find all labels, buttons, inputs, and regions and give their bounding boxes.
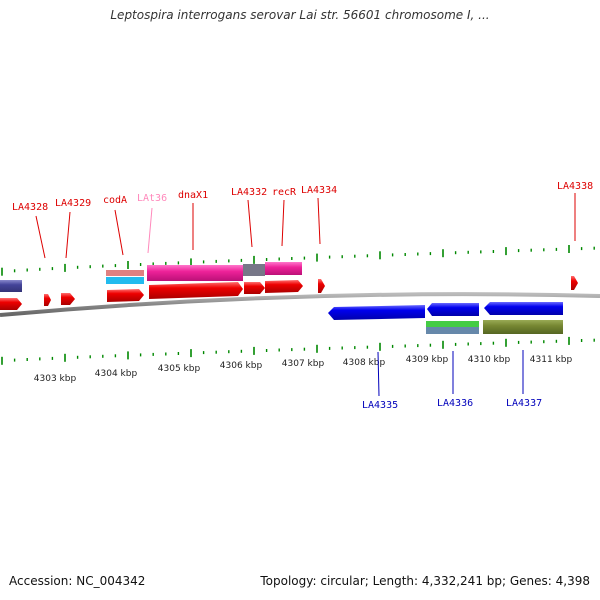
domain-bar-cyan xyxy=(106,277,144,284)
gene-arrow-red[interactable] xyxy=(318,279,325,293)
gene-label-LA4338[interactable]: LA4338 xyxy=(557,181,593,192)
gene-arrow-red[interactable] xyxy=(244,282,265,294)
gene-label-codA[interactable]: codA xyxy=(103,195,127,206)
domain-bar-green xyxy=(426,321,479,327)
gene-label-dnaX1[interactable]: dnaX1 xyxy=(178,190,208,201)
kbp-label: 4304 kbp xyxy=(95,369,138,379)
gene-label-LAt36[interactable]: LAt36 xyxy=(137,193,167,204)
gene-label-recR[interactable]: recR xyxy=(272,187,297,198)
kbp-label: 4311 kbp xyxy=(530,355,573,365)
domain-bar-grey xyxy=(243,264,265,276)
kbp-label: 4308 kbp xyxy=(343,358,386,368)
reverse-strand-features xyxy=(328,302,563,334)
gene-arrow-red[interactable] xyxy=(61,293,75,305)
reverse-gene-labels: LA4335 LA4336 LA4337 xyxy=(362,350,542,411)
gene-label-LA4336[interactable]: LA4336 xyxy=(437,398,473,409)
kbp-label: 4306 kbp xyxy=(220,361,263,371)
chromosome-backbone xyxy=(0,292,600,317)
gene-arrow-red[interactable] xyxy=(107,289,144,302)
gene-arrow-blue[interactable] xyxy=(328,305,425,320)
gene-label-LA4328[interactable]: LA4328 xyxy=(12,202,48,213)
gene-arrow-red[interactable] xyxy=(44,294,51,306)
kbp-label: 4307 kbp xyxy=(282,359,325,369)
gene-arrow-red[interactable] xyxy=(265,280,303,293)
kbp-axis-labels: 4303 kbp 4304 kbp 4305 kbp 4306 kbp 4307… xyxy=(34,355,573,384)
domain-bar-olive xyxy=(483,320,563,334)
tick-row-forward xyxy=(1,245,595,276)
domain-bar-pink xyxy=(265,262,302,275)
gene-arrow-blue[interactable] xyxy=(484,302,563,315)
tick-row-reverse xyxy=(1,336,595,365)
gene-arrow-navy[interactable] xyxy=(0,280,22,292)
gene-arrow-red[interactable] xyxy=(149,282,243,299)
kbp-label: 4303 kbp xyxy=(34,374,77,384)
forward-strand-features xyxy=(0,262,578,310)
domain-bar-salmon xyxy=(106,270,144,276)
domain-bar-pink xyxy=(147,265,243,281)
gene-arrow-red[interactable] xyxy=(0,298,22,310)
map-title: Leptospira interrogans serovar Lai str. … xyxy=(110,8,490,22)
gene-arrow-red[interactable] xyxy=(571,276,578,290)
gene-label-LA4329[interactable]: LA4329 xyxy=(55,198,91,209)
accession-label: Accession: NC_004342 xyxy=(9,574,146,588)
kbp-label: 4305 kbp xyxy=(158,364,201,374)
gene-arrow-blue[interactable] xyxy=(427,303,479,316)
gene-label-LA4332[interactable]: LA4332 xyxy=(231,187,267,198)
gene-label-LA4337[interactable]: LA4337 xyxy=(506,398,542,409)
domain-bar-steel xyxy=(426,327,479,334)
kbp-label: 4310 kbp xyxy=(468,355,511,365)
gene-label-LA4334[interactable]: LA4334 xyxy=(301,185,337,196)
kbp-label: 4309 kbp xyxy=(406,355,449,365)
forward-gene-labels: LA4328 LA4329 codA LAt36 dnaX1 LA4332 re… xyxy=(12,181,593,259)
gene-label-LA4335[interactable]: LA4335 xyxy=(362,400,398,411)
topology-summary: Topology: circular; Length: 4,332,241 bp… xyxy=(260,574,590,588)
